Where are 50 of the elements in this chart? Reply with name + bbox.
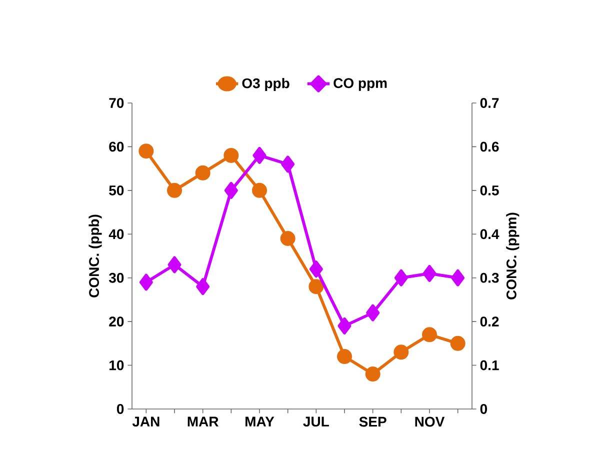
point <box>338 317 352 334</box>
point <box>195 165 210 180</box>
x-tick-label: MAY <box>246 416 274 426</box>
point <box>224 182 238 199</box>
y-tick-label: 70 <box>109 98 124 108</box>
point <box>224 148 239 163</box>
y-tick-label: 60 <box>109 142 124 152</box>
x-tick-label: JAN <box>132 416 160 427</box>
y-tick-label: 50 <box>109 185 124 196</box>
y2-axis-title: CONC. (ppm) <box>506 212 520 300</box>
y-tick-label: 40 <box>108 229 124 240</box>
x-tick-label: MAR <box>188 416 218 426</box>
y-tick-label: 30 <box>108 272 124 283</box>
point <box>451 269 465 286</box>
y2-tick-label: 0.4 <box>480 229 500 240</box>
y2-tick-label: 0 <box>480 404 488 414</box>
x-tick-label: NOV <box>415 416 445 427</box>
point <box>252 146 266 164</box>
point <box>196 278 210 296</box>
point <box>168 256 182 274</box>
x-tick-label: JUL <box>303 416 329 427</box>
point <box>422 264 436 282</box>
y2-tick-label: 0.2 <box>480 316 499 327</box>
point <box>139 274 153 291</box>
y2-tick-label: 0.3 <box>480 272 499 283</box>
legend-label: O3 ppb <box>242 78 290 92</box>
point <box>280 231 296 246</box>
y2-tick-label: 0.1 <box>480 360 499 370</box>
y-axis-title: CONC. (ppb) <box>88 214 102 298</box>
point <box>167 182 182 198</box>
point <box>309 260 323 278</box>
point <box>138 144 154 159</box>
point <box>337 349 352 364</box>
x-tick-label: SEP <box>359 416 386 427</box>
point <box>450 336 466 351</box>
y-tick-label: 20 <box>109 316 124 327</box>
point <box>281 156 295 173</box>
y-tick-label: 0 <box>116 404 124 414</box>
point <box>366 304 380 322</box>
y2-tick-label: 0.7 <box>480 98 499 108</box>
point <box>252 182 267 198</box>
point <box>422 327 437 342</box>
y2-tick-label: 0.5 <box>480 185 499 196</box>
y-tick-label: 10 <box>110 360 124 370</box>
y2-tick-label: 0.6 <box>480 142 499 152</box>
point <box>394 269 408 286</box>
legend-label: CO ppm <box>334 78 387 91</box>
point <box>308 279 324 294</box>
point <box>394 344 409 360</box>
point <box>365 366 380 382</box>
